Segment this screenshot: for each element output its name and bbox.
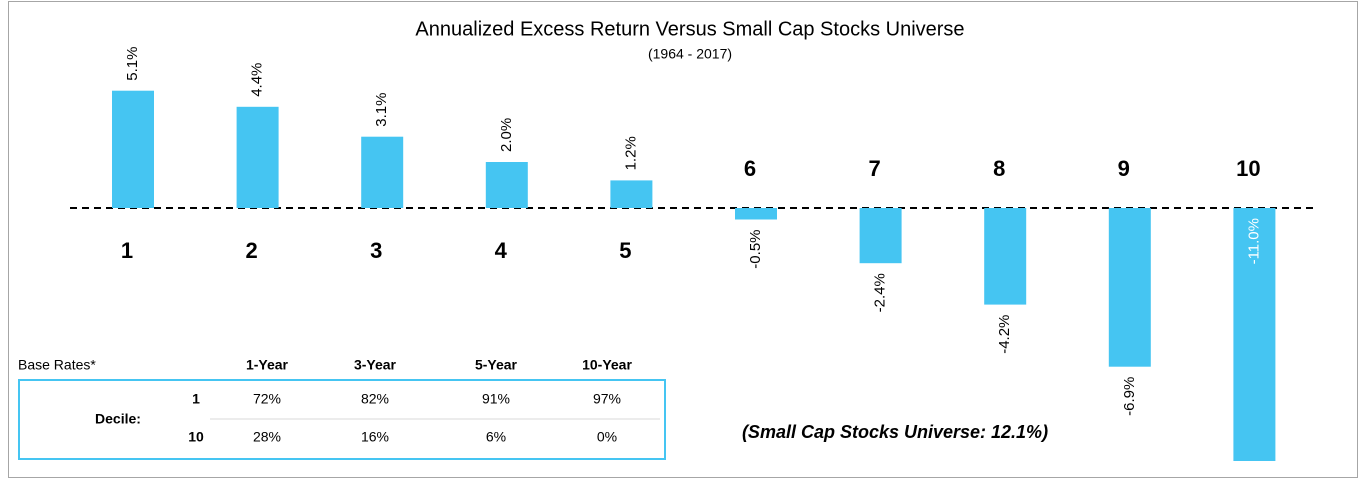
column-header: 5-Year [475,357,518,373]
bar [610,180,653,208]
cell: 6% [486,429,506,445]
bar [1233,208,1276,461]
table-box [18,379,666,460]
cell: 82% [361,391,389,407]
value-label: 3.1% [373,92,390,126]
category-label: 10 [1236,156,1260,181]
bar [485,162,528,208]
row-name: 1 [192,391,200,407]
chart-title: Annualized Excess Return Versus Small Ca… [415,18,964,40]
bar [984,208,1027,305]
value-label: 5.1% [124,46,141,80]
bar [859,208,902,264]
category-label: 8 [993,156,1005,181]
cell: 97% [593,391,621,407]
column-header: 1-Year [246,357,289,373]
bar [236,106,279,208]
category-label: 1 [121,238,133,263]
value-label: 4.4% [249,63,266,97]
row-name: 10 [188,429,204,445]
bar [1108,208,1151,367]
annotation: (Small Cap Stocks Universe: 12.1%) [742,422,1048,442]
frame [8,1,1358,478]
category-label: 7 [868,156,880,181]
value-label: -2.4% [872,273,889,312]
cell: 0% [597,429,617,445]
row-label: Decile: [95,411,141,427]
column-header: 10-Year [582,357,632,373]
table-title: Base Rates* [18,357,96,373]
column-header: 3-Year [354,357,397,373]
value-label: -11.0% [1245,218,1262,264]
category-label: 3 [370,238,382,263]
value-label: 2.0% [498,118,515,152]
category-label: 2 [245,238,257,263]
category-label: 4 [495,238,508,263]
category-label: 5 [619,238,631,263]
bar [735,208,777,220]
value-label: -6.9% [1121,377,1138,416]
chart-subtitle: (1964 - 2017) [648,46,732,62]
cell: 28% [253,429,281,445]
value-label: 1.2% [622,136,639,170]
cell: 91% [482,391,510,407]
category-label: 6 [744,156,756,181]
value-label: -0.5% [747,230,764,269]
cell: 16% [361,429,389,445]
bar [361,136,404,208]
category-label: 9 [1118,156,1130,181]
value-label: -4.2% [996,315,1013,354]
cell: 72% [253,391,281,407]
bar [112,90,154,208]
